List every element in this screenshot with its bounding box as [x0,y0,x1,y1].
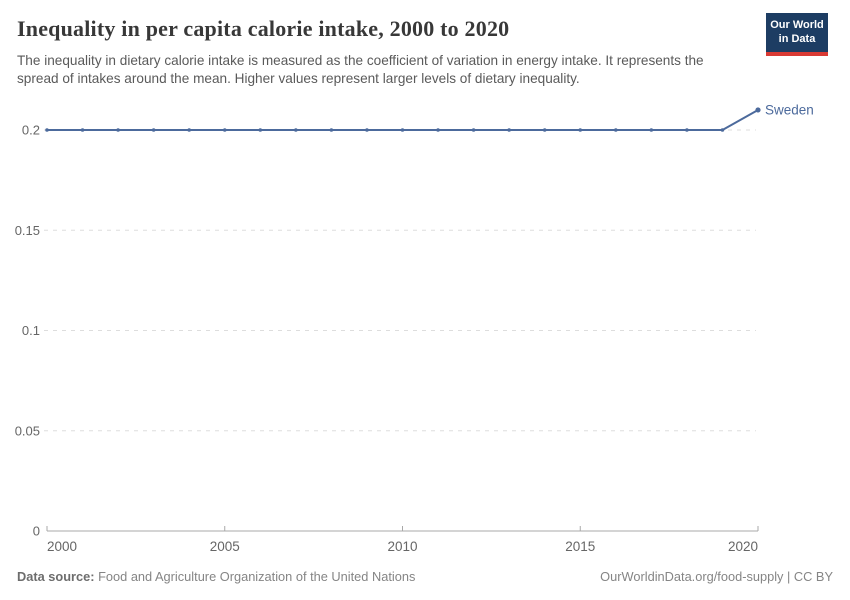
x-tick-label: 2005 [210,539,240,554]
series-label-sweden: Sweden [765,102,814,117]
data-point [685,128,689,132]
data-point [80,128,85,132]
owid-logo-line2: in Data [778,33,816,46]
y-tick-label: 0.2 [22,123,40,138]
data-point [294,128,298,132]
data-point [471,128,476,132]
data-source-value: Food and Agriculture Organization of the… [98,569,416,584]
page-subtitle: The inequality in dietary calorie intake… [17,53,704,87]
data-point [720,128,725,132]
x-tick-label: 2020 [728,539,758,554]
data-point [365,128,369,132]
data-point [151,128,156,132]
owid-logo-line1: Our World [770,19,824,31]
data-point [436,128,440,132]
data-point [542,128,547,132]
data-source-label: Data source: [17,569,95,584]
data-point [45,128,49,132]
data-point [614,128,618,132]
data-point [187,128,191,132]
page-title: Inequality in per capita calorie intake,… [17,16,510,41]
y-tick-label: 0.1 [22,323,40,338]
data-point [649,128,654,132]
y-tick-label: 0.05 [15,423,40,438]
y-tick-label: 0.15 [15,223,40,238]
data-point [258,128,263,132]
data-point [116,128,120,132]
chart-footer: Data source: Food and Agriculture Organi… [17,569,833,584]
attribution-link: OurWorldinData.org/food-supply | CC BY [600,569,833,584]
x-tick-label: 2015 [565,539,595,554]
data-source: Data source: Food and Agriculture Organi… [17,569,415,584]
data-point [507,128,511,132]
data-point [329,128,334,132]
owid-logo: Our World in Data [766,13,828,56]
data-point [222,128,227,132]
data-point [578,128,583,132]
x-tick-label: 2010 [387,539,417,554]
data-line [46,108,759,131]
y-tick-label: 0 [33,524,40,539]
data-point [755,107,761,113]
data-point [400,128,405,132]
x-tick-label: 2000 [47,539,77,554]
